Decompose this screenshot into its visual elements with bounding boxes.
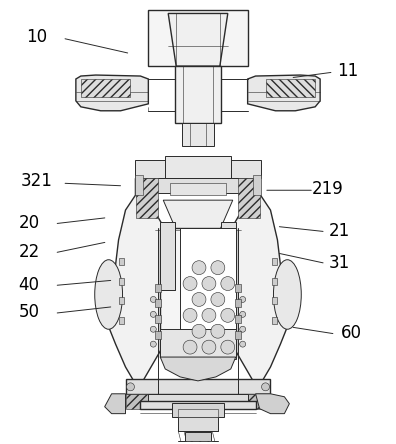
Text: 321: 321 (21, 172, 53, 190)
Polygon shape (255, 394, 289, 414)
Circle shape (150, 326, 156, 332)
Text: 22: 22 (18, 243, 40, 261)
Circle shape (183, 309, 197, 322)
Bar (135, 175, 143, 195)
Circle shape (211, 293, 225, 306)
Bar (141, 178, 255, 193)
Bar (148, 9, 248, 66)
Bar (160, 329, 236, 357)
Polygon shape (248, 75, 320, 111)
Polygon shape (76, 75, 148, 111)
Bar (118, 297, 124, 305)
Circle shape (211, 261, 225, 275)
Circle shape (211, 324, 225, 338)
Bar (160, 222, 175, 289)
Polygon shape (241, 394, 270, 408)
Polygon shape (106, 178, 290, 394)
Bar (272, 258, 278, 265)
Bar (118, 258, 124, 265)
Text: 21: 21 (329, 222, 350, 240)
Text: 60: 60 (341, 324, 362, 342)
Bar (178, 416, 218, 431)
Bar (272, 278, 278, 285)
Bar (253, 175, 261, 195)
Polygon shape (126, 394, 155, 408)
Bar (141, 401, 255, 408)
Polygon shape (160, 228, 175, 289)
Polygon shape (266, 79, 315, 97)
Bar (235, 315, 241, 323)
Bar (235, 331, 241, 339)
Bar (180, 228, 236, 359)
Polygon shape (160, 357, 236, 381)
Circle shape (202, 309, 216, 322)
Text: 11: 11 (337, 62, 358, 80)
Polygon shape (221, 228, 236, 289)
Bar (155, 315, 161, 323)
Bar (155, 284, 161, 292)
Circle shape (150, 311, 156, 317)
Polygon shape (238, 178, 259, 218)
Text: 20: 20 (18, 214, 40, 232)
Bar (155, 299, 161, 307)
Bar (155, 331, 161, 339)
Bar (135, 160, 261, 178)
Ellipse shape (95, 260, 122, 329)
Circle shape (126, 383, 135, 391)
Polygon shape (137, 178, 158, 218)
Circle shape (192, 324, 206, 338)
Ellipse shape (274, 260, 301, 329)
Circle shape (221, 309, 235, 322)
Circle shape (221, 340, 235, 354)
Circle shape (240, 341, 246, 347)
Circle shape (192, 261, 206, 275)
Bar (170, 183, 226, 195)
Bar (172, 403, 224, 416)
Bar (160, 228, 236, 357)
Bar (148, 394, 248, 406)
Bar (175, 66, 221, 123)
Circle shape (240, 311, 246, 317)
Circle shape (240, 326, 246, 332)
Bar (235, 299, 241, 307)
Polygon shape (186, 441, 212, 444)
Circle shape (192, 293, 206, 306)
Bar (235, 284, 241, 292)
Circle shape (202, 340, 216, 354)
Polygon shape (81, 79, 130, 97)
Bar (118, 317, 124, 324)
Text: 50: 50 (19, 303, 40, 321)
Bar (118, 278, 124, 285)
Polygon shape (105, 394, 126, 414)
Circle shape (150, 341, 156, 347)
Polygon shape (163, 200, 233, 230)
Circle shape (240, 297, 246, 302)
Bar (182, 123, 214, 146)
Bar (185, 432, 211, 441)
Circle shape (183, 277, 197, 290)
Text: 219: 219 (312, 180, 344, 198)
Bar (165, 156, 231, 178)
Text: 31: 31 (329, 254, 350, 272)
Polygon shape (168, 13, 228, 66)
Bar (272, 297, 278, 305)
Bar (178, 408, 218, 416)
Circle shape (150, 297, 156, 302)
Circle shape (202, 277, 216, 290)
Bar (221, 222, 236, 289)
Circle shape (261, 383, 270, 391)
Bar (126, 379, 270, 394)
Text: 10: 10 (26, 28, 48, 46)
Circle shape (221, 277, 235, 290)
Bar (272, 317, 278, 324)
Text: 40: 40 (19, 276, 40, 293)
Circle shape (183, 340, 197, 354)
